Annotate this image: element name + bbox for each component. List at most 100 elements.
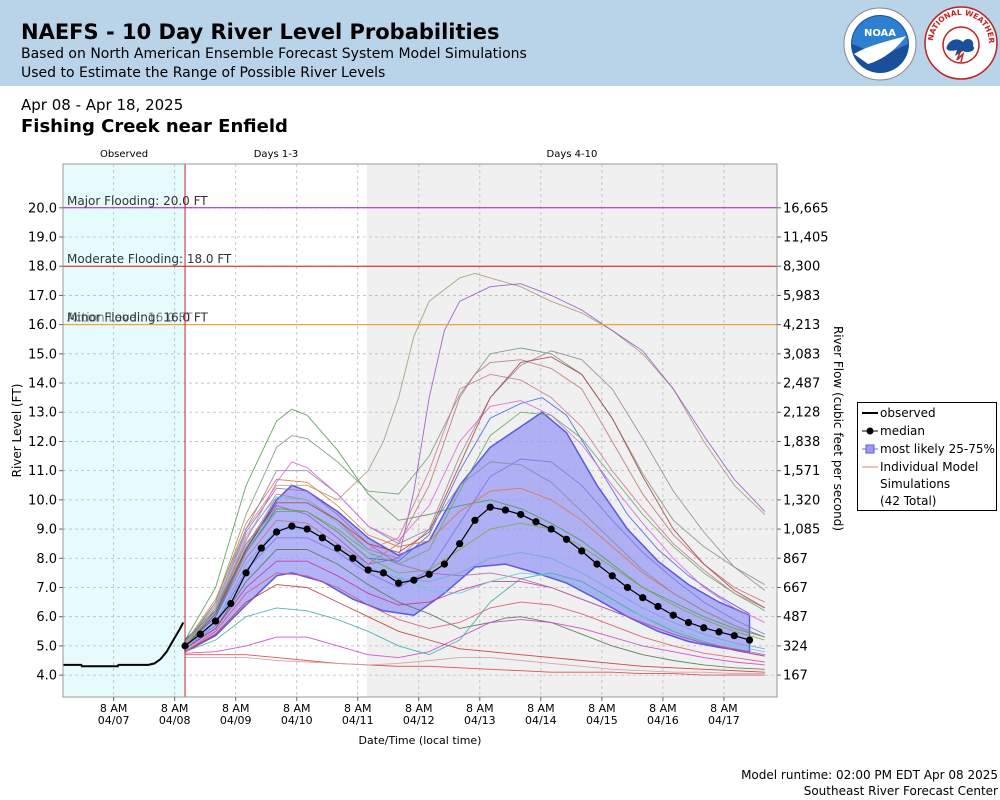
ensemble-member-line bbox=[184, 487, 765, 656]
median-point bbox=[211, 617, 220, 625]
y-tick-label: 14.0 bbox=[28, 377, 57, 392]
y-tick-label: 5.0 bbox=[36, 639, 57, 654]
y-tick-label: 20.0 bbox=[28, 201, 57, 216]
median-point bbox=[562, 535, 571, 543]
median-point bbox=[501, 506, 510, 514]
x-tick-label-time: 8 AM bbox=[283, 702, 311, 715]
y-right-tick-label: 1,838 bbox=[783, 435, 820, 450]
y-tick-label: 6.0 bbox=[36, 610, 57, 625]
y-right-tick-label: 667 bbox=[783, 581, 808, 596]
median-point bbox=[349, 554, 357, 562]
observed-period-shade bbox=[63, 164, 186, 697]
y-right-tick-label: 5,983 bbox=[783, 289, 820, 304]
page-title: NAEFS - 10 Day River Level Probabilities bbox=[21, 20, 500, 44]
noaa-logo: NOAA bbox=[843, 7, 917, 81]
plot-frame bbox=[62, 163, 778, 698]
median-point bbox=[715, 628, 723, 636]
y-right-tick-label: 167 bbox=[783, 669, 808, 684]
ensemble-member-line bbox=[184, 496, 765, 653]
station-name: Fishing Creek near Enfield bbox=[21, 116, 288, 137]
x-tick-label-time: 8 AM bbox=[588, 702, 616, 715]
legend-label-observed: observed bbox=[880, 406, 936, 420]
median-point bbox=[532, 518, 540, 526]
median-point bbox=[227, 599, 235, 608]
period-label-observed: Observed bbox=[100, 149, 148, 160]
median-point bbox=[654, 602, 662, 611]
median-point bbox=[639, 594, 647, 602]
median-point bbox=[272, 528, 281, 536]
median-point bbox=[517, 510, 525, 519]
ensemble-member-line bbox=[184, 528, 765, 650]
y-tick-label: 8.0 bbox=[36, 552, 57, 567]
y-tick-label: 17.0 bbox=[28, 289, 57, 304]
median-point bbox=[608, 572, 616, 580]
y-axis-right-title: River Flow (cubic feet per second) bbox=[831, 326, 845, 531]
median-point bbox=[364, 566, 372, 574]
x-tick-label-date: 04/10 bbox=[281, 714, 313, 727]
ensemble-member-line bbox=[184, 359, 765, 647]
legend-label-band: most likely 25-75% bbox=[880, 442, 995, 456]
ensemble-member-line bbox=[184, 584, 765, 673]
legend-label-members-3: (42 Total) bbox=[880, 494, 937, 508]
x-tick-label-date: 04/09 bbox=[220, 714, 252, 727]
x-tick-label-time: 8 AM bbox=[161, 702, 189, 715]
header-banner: NAEFS - 10 Day River Level Probabilities… bbox=[0, 0, 1000, 86]
threshold-label: Major Flooding: 20.0 FT bbox=[67, 194, 208, 208]
median-point bbox=[181, 642, 189, 650]
median-point bbox=[196, 630, 204, 638]
y-right-tick-label: 324 bbox=[783, 639, 808, 654]
y-right-tick-label: 11,405 bbox=[783, 231, 829, 246]
x-tick-label-time: 8 AM bbox=[344, 702, 372, 715]
y-axis-title: River Level (FT) bbox=[10, 384, 24, 478]
y-tick-label: 7.0 bbox=[36, 581, 57, 596]
median-point bbox=[440, 560, 449, 568]
median-point bbox=[410, 576, 418, 584]
y-right-tick-label: 16,665 bbox=[783, 201, 829, 216]
chart-legend: observed median most likely 25-75% Indiv… bbox=[857, 402, 997, 511]
legend-label-median: median bbox=[880, 424, 925, 438]
x-tick-label-date: 04/15 bbox=[586, 714, 618, 727]
ensemble-member-line bbox=[184, 347, 766, 644]
y-tick-label: 18.0 bbox=[28, 260, 57, 275]
y-right-tick-label: 487 bbox=[783, 610, 808, 625]
median-point bbox=[700, 624, 708, 632]
median-point bbox=[669, 611, 677, 619]
median-point bbox=[395, 579, 403, 587]
median-point bbox=[303, 525, 311, 533]
ensemble-member-line bbox=[184, 356, 766, 647]
noaa-logo-text: NOAA bbox=[864, 28, 896, 39]
ensemble-member-line bbox=[184, 408, 765, 641]
median-point bbox=[379, 569, 387, 577]
y-right-tick-label: 4,213 bbox=[783, 318, 820, 333]
x-tick-label-time: 8 AM bbox=[405, 702, 433, 715]
x-axis-title: Date/Time (local time) bbox=[359, 734, 482, 747]
x-tick-label-time: 8 AM bbox=[100, 702, 128, 715]
y-tick-label: 13.0 bbox=[28, 406, 57, 421]
period-label-days-1-3: Days 1-3 bbox=[254, 149, 298, 160]
y-tick-label: 11.0 bbox=[28, 464, 57, 479]
subtitle-line-2: Used to Estimate the Range of Possible R… bbox=[21, 65, 386, 81]
legend-label-members-2: Simulations bbox=[880, 477, 951, 491]
y-tick-label: 15.0 bbox=[28, 347, 57, 362]
y-tick-label: 9.0 bbox=[36, 523, 57, 538]
y-tick-label: 10.0 bbox=[28, 493, 57, 508]
y-right-tick-label: 2,128 bbox=[783, 406, 820, 421]
median-point bbox=[242, 569, 250, 577]
ensemble-member-line bbox=[185, 619, 765, 666]
ensemble-member-line bbox=[184, 458, 765, 650]
nws-logo: NATIONAL WEATHER SERVICE bbox=[923, 4, 998, 80]
median-point bbox=[730, 632, 738, 640]
x-tick-label-date: 04/14 bbox=[525, 714, 557, 727]
x-tick-label-time: 8 AM bbox=[466, 702, 494, 715]
median-point bbox=[471, 516, 479, 524]
median-point bbox=[745, 636, 754, 644]
x-tick-label-time: 8 AM bbox=[527, 702, 555, 715]
median-point bbox=[623, 583, 632, 592]
ensemble-member-line bbox=[185, 657, 765, 675]
ensemble-member-line bbox=[184, 508, 765, 647]
median-point bbox=[318, 534, 326, 542]
date-range: Apr 08 - Apr 18, 2025 bbox=[21, 96, 184, 114]
ensemble-member-line bbox=[184, 572, 765, 657]
median-point bbox=[593, 560, 601, 568]
